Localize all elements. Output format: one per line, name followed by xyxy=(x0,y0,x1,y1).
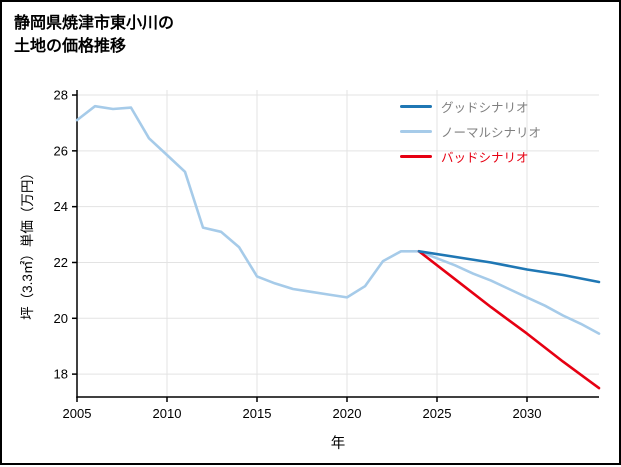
legend-label-normal-scenario: ノーマルシナリオ xyxy=(441,126,542,140)
legend-item-normal-scenario: ノーマルシナリオ xyxy=(400,119,541,144)
svg-text:2015: 2015 xyxy=(243,406,272,421)
legend-label-good-scenario: グッドシナリオ xyxy=(441,101,529,115)
svg-text:22: 22 xyxy=(54,255,68,270)
legend-item-bad-scenario: バッドシナリオ xyxy=(400,144,541,169)
svg-text:26: 26 xyxy=(54,143,68,158)
legend-item-good-scenario: グッドシナリオ xyxy=(400,94,541,119)
x-axis-label: 年 xyxy=(330,436,346,452)
svg-text:2005: 2005 xyxy=(63,406,92,421)
chart-title-line1: 静岡県焼津市東小川の xyxy=(14,15,175,32)
svg-text:28: 28 xyxy=(54,88,68,103)
chart-legend: グッドシナリオ ノーマルシナリオ バッドシナリオ xyxy=(400,94,541,169)
chart-title-line2: 土地の価格推移 xyxy=(14,38,127,56)
svg-text:24: 24 xyxy=(54,199,68,214)
normal-scenario-line-swatch xyxy=(400,130,432,133)
svg-text:2030: 2030 xyxy=(513,406,542,421)
svg-text:2025: 2025 xyxy=(423,406,452,421)
svg-text:2010: 2010 xyxy=(153,406,182,421)
svg-text:2020: 2020 xyxy=(333,406,362,421)
bad-scenario-line-swatch xyxy=(400,155,432,158)
legend-label-bad-scenario: バッドシナリオ xyxy=(441,151,529,165)
y-axis-label: 坪（3.3㎡）単価（万円） xyxy=(20,166,35,320)
svg-text:18: 18 xyxy=(54,367,68,382)
chart-title: 静岡県焼津市東小川の 土地の価格推移 xyxy=(14,12,174,58)
good-scenario-line-swatch xyxy=(400,105,432,108)
svg-text:20: 20 xyxy=(54,311,68,326)
